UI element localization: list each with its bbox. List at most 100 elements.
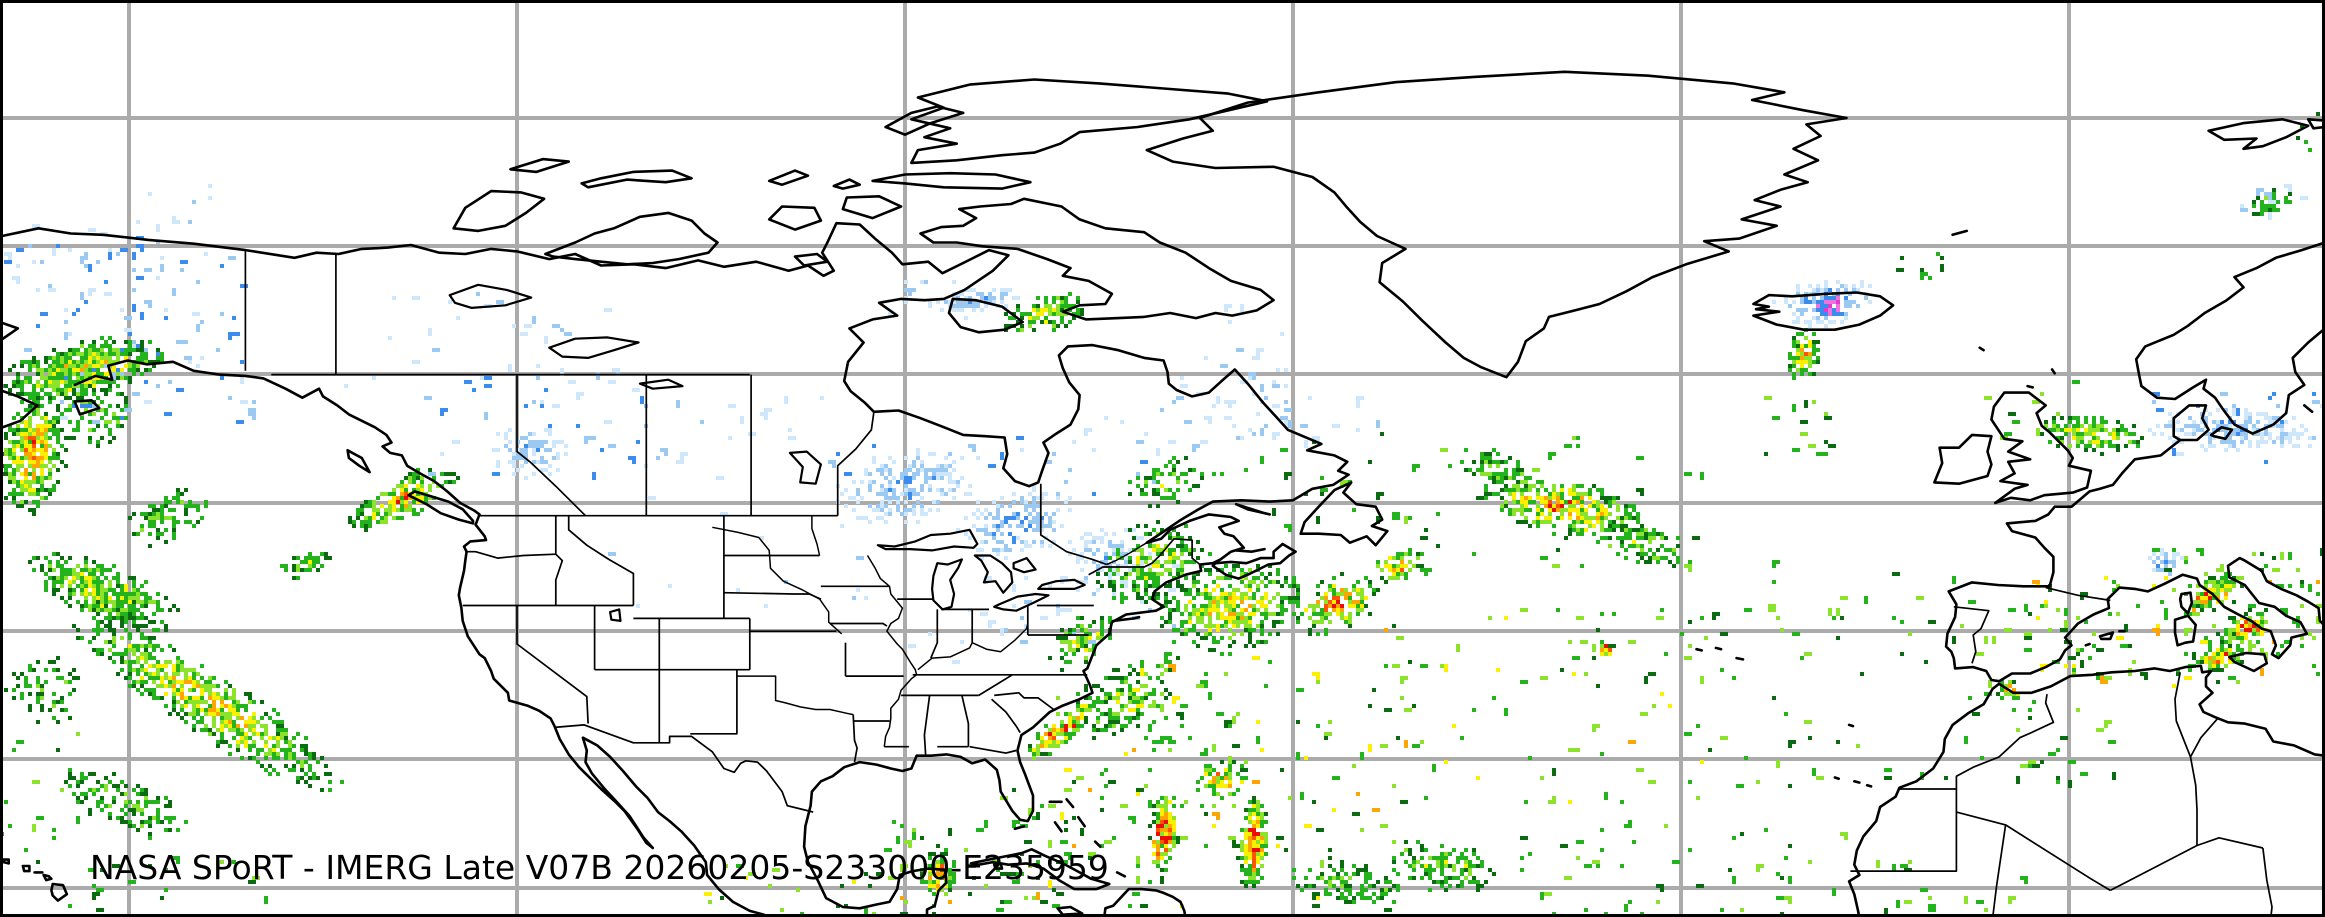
lake-georgian-bay	[1012, 557, 1037, 574]
coast-haida-gwaii	[346, 449, 371, 474]
islet-bahama-long	[1093, 840, 1102, 848]
border-dz-ne-ly	[2109, 836, 2264, 892]
border-tx-la	[852, 714, 858, 763]
border-ia-mo	[830, 622, 888, 627]
border-es-fr-pyrenees	[2045, 586, 2111, 602]
map-title: NASA SPoRT - IMERG Late V07B 20260205-S2…	[90, 848, 1109, 887]
coast-mallorca	[2098, 631, 2115, 641]
coast-hawaii-maui	[42, 873, 53, 882]
precipitation-layer	[0, 112, 2325, 917]
coast-southampton-island	[947, 297, 1024, 334]
coast-great-britain	[1990, 391, 2093, 505]
islet-bahama-abaco	[1065, 798, 1075, 809]
border-mississippi-river	[866, 555, 918, 747]
coast-bathurst-island	[767, 169, 810, 186]
coast-sicily	[2228, 651, 2269, 673]
precip-cells	[1824, 300, 1840, 312]
coast-banks-island	[452, 189, 546, 233]
lake-lake-erie	[993, 592, 1050, 612]
islet-canary-3	[1865, 783, 1873, 788]
coast-scandinavia-baltic	[2134, 241, 2325, 435]
islets-layer	[33, 229, 2314, 878]
coast-greenland	[1145, 70, 1848, 379]
border-mr-ml	[1991, 824, 2007, 917]
coast-alaska-west-1	[0, 320, 20, 345]
coast-hispaniola	[1102, 887, 1187, 917]
coast-hawaii-oahu	[21, 864, 31, 873]
islet-florida-keys	[1013, 824, 1026, 831]
coast-africa-atlantic-med	[1847, 664, 2325, 917]
coast-anticosti	[1234, 502, 1271, 516]
border-ca-nv-diagonal	[516, 605, 589, 724]
coast-victoria-island	[544, 211, 719, 266]
coast-alaska-peninsula	[0, 388, 39, 430]
coast-hawaii-kauai	[2, 858, 10, 865]
coast-cornwallis-island	[832, 178, 861, 190]
islet-madeira	[1847, 723, 1855, 728]
lake-great-bear-lake	[448, 283, 533, 309]
border-pt-es	[1953, 605, 1990, 664]
border-ms-al	[923, 695, 931, 756]
border-tn-dz	[2174, 672, 2192, 758]
coast-baffin-island	[919, 197, 1275, 321]
islet-ibiza	[2084, 642, 2091, 647]
border-dz-ml	[1956, 811, 2111, 892]
coast-isla-juventud	[992, 862, 1004, 870]
coast-europe-west-med	[1944, 438, 2325, 683]
lake-lake-huron	[973, 554, 1014, 594]
border-il-in	[930, 609, 939, 659]
coast-devon-island	[871, 171, 1032, 190]
islet-azores-3	[1735, 656, 1745, 661]
border-missouri-river	[712, 526, 843, 635]
lake-lake-michigan	[931, 558, 963, 611]
coast-newfoundland	[1299, 481, 1389, 547]
islet-azores-2	[1714, 646, 1723, 651]
border-us-mexico	[554, 724, 814, 813]
border-ohio-river	[917, 623, 1029, 671]
islet-canary-2	[1853, 780, 1861, 784]
islet-jan-mayen	[1951, 229, 1969, 237]
islet-shetland	[2050, 368, 2056, 375]
coast-iceland	[1752, 291, 1895, 331]
lakes-layer	[448, 283, 1086, 622]
border-ne-td	[2262, 847, 2273, 917]
islet-bahama-andros	[1053, 821, 1063, 833]
islet-orkney	[2026, 384, 2034, 389]
coast-vancouver-island	[407, 490, 475, 525]
lake-lake-winnipeg	[788, 450, 822, 485]
islet-azores-1	[1695, 647, 1703, 652]
border-eh-mr	[1850, 789, 1958, 872]
coast-denmark-zealand	[2209, 425, 2234, 441]
border-id-mt	[567, 515, 635, 606]
precip-cells	[1816, 296, 1840, 316]
lake-lake-superior	[876, 528, 979, 552]
islet-canary-1	[1833, 776, 1840, 780]
border-nc-sc	[994, 691, 1055, 711]
border-us-canada-east	[1088, 537, 1201, 576]
border-nm-tx	[690, 669, 738, 735]
coast-cuba	[969, 848, 1111, 891]
border-fl-ga	[969, 745, 1017, 754]
coast-corsica	[2178, 591, 2194, 615]
border-mn-nd-red-river	[811, 515, 821, 556]
islet-long-island	[1111, 615, 1141, 623]
lake-great-slave-lake	[548, 336, 640, 359]
border-st-lawrence-river	[1106, 542, 1148, 566]
coast-svalbard-ne	[2306, 118, 2325, 130]
coast-kodiak	[73, 399, 101, 416]
border-id-or-wa	[554, 515, 564, 606]
coast-pacific-coast	[73, 359, 769, 917]
coast-svalbard	[2207, 118, 2310, 151]
coast-king-william-island	[793, 252, 829, 267]
coast-denmark-jutland	[2172, 404, 2210, 442]
coast-hawaii-big-island	[50, 882, 69, 902]
lake-lake-athabasca	[638, 378, 684, 390]
islet-gotland	[2303, 404, 2314, 414]
coast-prince-of-wales-island	[767, 205, 823, 231]
coast-ireland	[1933, 433, 1993, 485]
coast-mainland-arctic-atlantic-gulf	[0, 221, 1350, 917]
